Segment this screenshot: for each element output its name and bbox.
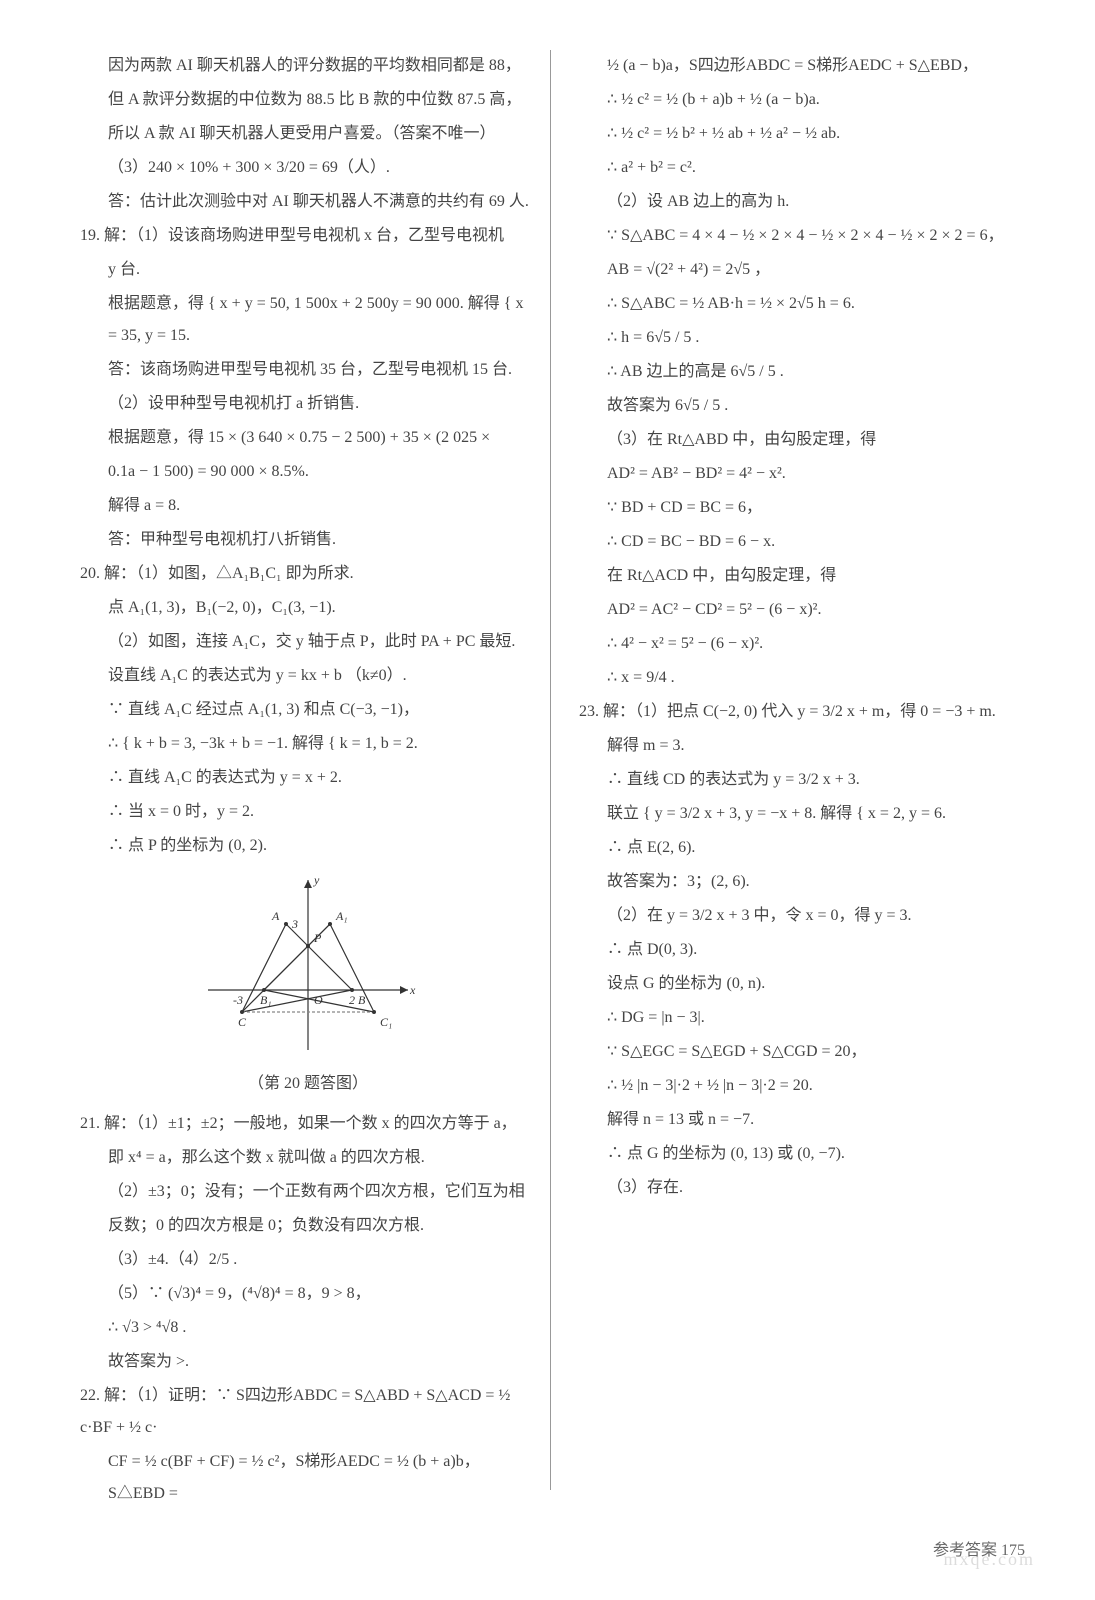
text-line: AD² = AC² − CD² = 5² − (6 − x)². [579, 594, 1035, 626]
svg-text:P: P [313, 931, 322, 945]
text-line: 解得 n = 13 或 n = −7. [579, 1104, 1035, 1136]
text-line: ∴ 点 P 的坐标为 (0, 2). [80, 830, 536, 862]
text-line: 解得 a = 8. [80, 490, 536, 522]
text-line: ∴ 4² − x² = 5² − (6 − x)². [579, 628, 1035, 660]
text-line: ∴ x = 9/4 . [579, 662, 1035, 694]
text-line: ∴ S△ABC = ½ AB·h = ½ × 2√5 h = 6. [579, 288, 1035, 320]
text-line: 答：估计此次测验中对 AI 聊天机器人不满意的共约有 69 人. [80, 186, 536, 218]
text-line: AB = √(2² + 4²) = 2√5 ， [579, 254, 1035, 286]
text-line: ∴ a² + b² = c². [579, 152, 1035, 184]
text-line: ∴ { k + b = 3, −3k + b = −1. 解得 { k = 1,… [80, 728, 536, 760]
text-line: 答：甲种型号电视机打八折销售. [80, 524, 536, 556]
text-line: （2）设 AB 边上的高为 h. [579, 186, 1035, 218]
svg-text:y: y [313, 873, 320, 887]
text-line: （5）∵ (√3)⁴ = 9，(⁴√8)⁴ = 8，9 > 8， [80, 1278, 536, 1310]
text-line: 故答案为 6√5 / 5 . [579, 390, 1035, 422]
figure-caption: （第 20 题答图） [80, 1068, 536, 1100]
text-line: （3）存在. [579, 1172, 1035, 1204]
svg-text:C₁: C₁ [380, 1015, 392, 1029]
svg-text:-3: -3 [233, 993, 243, 1007]
text-line: ∴ 点 E(2, 6). [579, 832, 1035, 864]
q20-head: 20. 解：（1）如图，△A₁B₁C₁ 即为所求. [80, 558, 536, 590]
text-line: 联立 { y = 3/2 x + 3, y = −x + 8. 解得 { x =… [579, 798, 1035, 830]
text-line: ∴ h = 6√5 / 5 . [579, 322, 1035, 354]
text-line: ∴ ½ c² = ½ (b + a)b + ½ (a − b)a. [579, 84, 1035, 116]
text-line: CF = ½ c(BF + CF) = ½ c²，S梯形AEDC = ½ (b … [80, 1446, 536, 1510]
text-line: 点 A₁(1, 3)，B₁(−2, 0)，C₁(3, −1). [80, 592, 536, 624]
text-line: ∴ √3 > ⁴√8 . [80, 1312, 536, 1344]
svg-text:C: C [238, 1015, 247, 1029]
q21-head: 21. 解：（1）±1；±2；一般地，如果一个数 x 的四次方等于 a， [80, 1108, 536, 1140]
svg-text:3: 3 [291, 917, 298, 931]
svg-text:B: B [358, 993, 366, 1007]
text-line: ∴ 点 D(0, 3). [579, 934, 1035, 966]
text-line: 根据题意，得 15 × (3 640 × 0.75 − 2 500) + 35 … [80, 422, 536, 454]
text-line: ∴ CD = BC − BD = 6 − x. [579, 526, 1035, 558]
text-line: 在 Rt△ACD 中，由勾股定理，得 [579, 560, 1035, 592]
text-line: 答：该商场购进甲型号电视机 35 台，乙型号电视机 15 台. [80, 354, 536, 386]
text-line: 故答案为：3；(2, 6). [579, 866, 1035, 898]
text-line: 解得 m = 3. [579, 730, 1035, 762]
text-line: 所以 A 款 AI 聊天机器人更受用户喜爱。（答案不唯一） [80, 118, 536, 150]
text-line: （3）±4.（4）2/5 . [80, 1244, 536, 1276]
text-line: 反数；0 的四次方根是 0；负数没有四次方根. [80, 1210, 536, 1242]
svg-text:B₁: B₁ [260, 993, 272, 1007]
two-column-layout: 因为两款 AI 聊天机器人的评分数据的平均数相同都是 88， 但 A 款评分数据… [80, 50, 1035, 1490]
text-line: ∵ S△EGC = S△EGD + S△CGD = 20， [579, 1036, 1035, 1068]
left-column: 因为两款 AI 聊天机器人的评分数据的平均数相同都是 88， 但 A 款评分数据… [80, 50, 551, 1490]
text-line: 故答案为 >. [80, 1346, 536, 1378]
svg-text:A₁: A₁ [335, 909, 348, 923]
text-line: ∵ 直线 A₁C 经过点 A₁(1, 3) 和点 C(−3, −1)， [80, 694, 536, 726]
text-line: 根据题意，得 { x + y = 50, 1 500x + 2 500y = 9… [80, 288, 536, 352]
text-line: ∴ 点 G 的坐标为 (0, 13) 或 (0, −7). [579, 1138, 1035, 1170]
text-line: AD² = AB² − BD² = 4² − x². [579, 458, 1035, 490]
text-line: ∵ S△ABC = 4 × 4 − ½ × 2 × 4 − ½ × 2 × 4 … [579, 220, 1035, 252]
text-line: 因为两款 AI 聊天机器人的评分数据的平均数相同都是 88， [80, 50, 536, 82]
text-line: 即 x⁴ = a，那么这个数 x 就叫做 a 的四次方根. [80, 1142, 536, 1174]
q22-head: 22. 解：（1）证明：∵ S四边形ABDC = S△ABD + S△ACD =… [80, 1380, 536, 1444]
text-line: ∴ 直线 CD 的表达式为 y = 3/2 x + 3. [579, 764, 1035, 796]
right-column: ½ (a − b)a，S四边形ABDC = S梯形AEDC + S△EBD， ∴… [579, 50, 1035, 1490]
text-line: ∵ BD + CD = BC = 6， [579, 492, 1035, 524]
q23-head: 23. 解：（1）把点 C(−2, 0) 代入 y = 3/2 x + m，得 … [579, 696, 1035, 728]
watermark: mxqe.com [944, 1549, 1035, 1570]
text-line: （3）在 Rt△ABD 中，由勾股定理，得 [579, 424, 1035, 456]
text-line: （2）±3；0；没有；一个正数有两个四次方根，它们互为相 [80, 1176, 536, 1208]
svg-text:x: x [409, 983, 416, 997]
q19-head: 19. 解：（1）设该商场购进甲型号电视机 x 台，乙型号电视机 [80, 220, 536, 252]
text-line: ∴ 直线 A₁C 的表达式为 y = x + 2. [80, 762, 536, 794]
text-line: （2）如图，连接 A₁C，交 y 轴于点 P，此时 PA + PC 最短. [80, 626, 536, 658]
text-line: ∴ ½ |n − 3|·2 + ½ |n − 3|·2 = 20. [579, 1070, 1035, 1102]
q20-graph: xyOAA₁PBB₁CC₁-323 [198, 870, 418, 1060]
text-line: ∴ 当 x = 0 时，y = 2. [80, 796, 536, 828]
text-line: 但 A 款评分数据的中位数为 88.5 比 B 款的中位数 87.5 高， [80, 84, 536, 116]
svg-text:2: 2 [349, 993, 355, 1007]
text-line: ∴ AB 边上的高是 6√5 / 5 . [579, 356, 1035, 388]
text-line: ∴ DG = |n − 3|. [579, 1002, 1035, 1034]
text-line: （2）设甲种型号电视机打 a 折销售. [80, 388, 536, 420]
svg-text:A: A [271, 909, 280, 923]
text-line: y 台. [80, 254, 536, 286]
text-line: ∴ ½ c² = ½ b² + ½ ab + ½ a² − ½ ab. [579, 118, 1035, 150]
text-line: 设直线 A₁C 的表达式为 y = kx + b （k≠0）. [80, 660, 536, 692]
text-line: 0.1a − 1 500) = 90 000 × 8.5%. [80, 456, 536, 488]
text-line: 设点 G 的坐标为 (0, n). [579, 968, 1035, 1000]
text-line: ½ (a − b)a，S四边形ABDC = S梯形AEDC + S△EBD， [579, 50, 1035, 82]
text-line: （3）240 × 10% + 300 × 3/20 = 69（人）. [80, 152, 536, 184]
text-line: （2）在 y = 3/2 x + 3 中，令 x = 0，得 y = 3. [579, 900, 1035, 932]
